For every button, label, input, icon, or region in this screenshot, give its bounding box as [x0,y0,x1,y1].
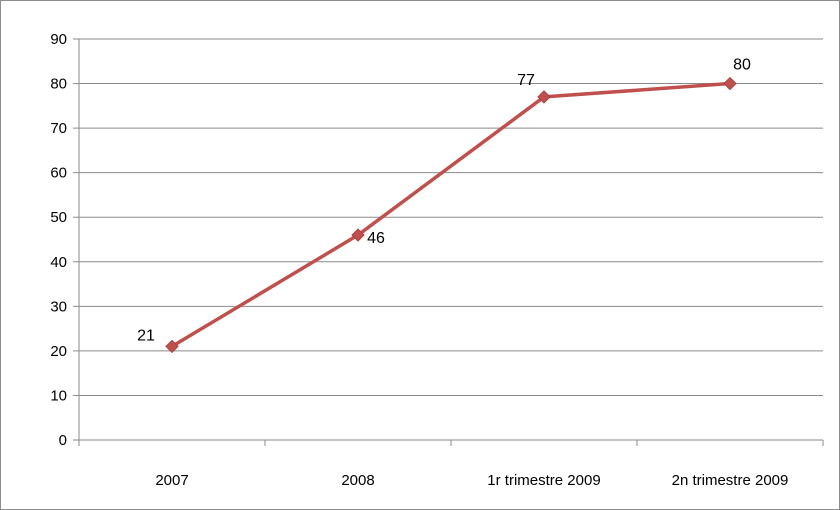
x-axis-category-labels: 2007 2008 1r trimestre 2009 2n trimestre 20… [155,472,788,489]
y-tick-label: 20 [50,343,67,360]
data-label: 46 [367,230,385,247]
y-tick-label: 80 [50,76,67,93]
y-tick-label: 40 [50,254,67,271]
y-tick-label: 60 [50,165,67,182]
y-tick-label: 30 [50,298,67,315]
series-markers [165,76,737,354]
data-label: 77 [517,72,535,89]
y-tick-label: 10 [50,387,67,404]
data-point-marker [537,90,551,104]
axes [73,38,824,446]
data-label: 21 [137,327,155,344]
x-category-label: 2007 [155,472,188,489]
y-tick-label: 50 [50,209,67,226]
y-tick-label: 70 [50,120,67,137]
gridlines [79,38,823,396]
y-axis-tick-labels: 0 10 20 30 40 50 60 70 80 90 [50,31,67,449]
x-category-label: 2n trimestre 2009 [672,472,789,489]
data-point-marker [723,76,737,91]
series-line-path [170,81,732,349]
data-labels: 21 46 77 80 [137,57,751,345]
y-tick-label: 0 [59,432,67,449]
x-category-label: 1r trimestre 2009 [487,472,600,489]
y-tick-label: 90 [50,31,67,48]
data-label: 80 [733,57,751,74]
data-point-marker [351,228,365,242]
x-category-label: 2008 [341,472,374,489]
series-line [170,81,732,349]
data-point-marker [165,339,179,354]
